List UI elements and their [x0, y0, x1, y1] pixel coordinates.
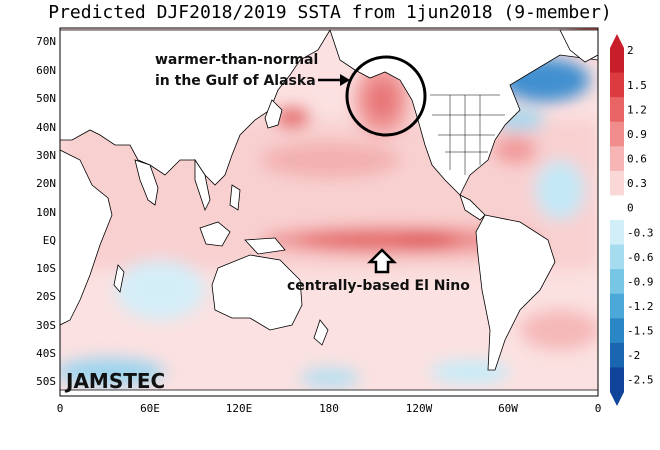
lat-label: 30N: [36, 149, 56, 162]
colorbar-swatch: [610, 293, 624, 319]
madagascar: [113, 264, 125, 293]
colorbar-swatch: [610, 146, 624, 172]
colorbar-swatch: [610, 342, 624, 368]
colorbar-top-arrow: [610, 34, 624, 48]
se-asia: [194, 158, 211, 212]
lat-label: 20S: [36, 290, 56, 303]
alaska-circle: [345, 55, 427, 137]
map-title: Predicted DJF2018/2019 SSTA from 1jun201…: [48, 2, 612, 23]
colorbar: 2 1.5 1.2 0.9 0.6 0.3 0 -0.3 -0.6 -0.9 -1.2 -1.5 -2 -…: [610, 34, 654, 406]
annotation-alaska: warmer-than-normal in the Gulf of Alaska: [155, 52, 427, 137]
lat-label: 50S: [36, 375, 56, 388]
lat-label: 70N: [36, 35, 56, 48]
colorbar-bottom-arrow: [610, 392, 624, 406]
alaska-arrow-head: [340, 74, 350, 86]
central-america: [459, 194, 486, 221]
colorbar-label: -0.6: [627, 251, 654, 264]
lat-label: 30S: [36, 319, 56, 332]
greenland: [559, 29, 598, 63]
lon-label: 120W: [406, 402, 433, 415]
longitude-axis: 0 60E 120E 180 120W 60W 0: [57, 402, 602, 415]
lon-label: 0: [595, 402, 602, 415]
colorbar-swatch: [610, 269, 624, 295]
australia: [211, 254, 303, 331]
antarctica: [60, 389, 598, 396]
map-field: [60, 28, 598, 396]
lat-label: 40N: [36, 121, 56, 134]
lat-label: 10N: [36, 206, 56, 219]
colorbar-label: -1.5: [627, 325, 654, 338]
lat-label: EQ: [43, 234, 56, 247]
india: [134, 159, 159, 206]
alaska-text-line2: in the Gulf of Alaska: [155, 73, 316, 89]
colorbar-label: 0.9: [627, 128, 647, 141]
colorbar-label: -1.2: [627, 300, 654, 313]
lon-label: 0: [57, 402, 64, 415]
colorbar-label: -0.9: [627, 275, 654, 288]
japan: [264, 99, 283, 129]
colorbar-swatch: [610, 318, 624, 344]
colorbar-label: 0.3: [627, 177, 647, 190]
lat-label: 40S: [36, 347, 56, 360]
el-nino-arrow: [366, 248, 398, 274]
colorbar-swatch: [610, 72, 624, 98]
colorbar-label: 0.6: [627, 153, 647, 166]
colorbar-swatch: [610, 97, 624, 123]
colorbar-swatch: [610, 367, 624, 393]
colorbar-label: -2: [627, 349, 640, 362]
land-masses: [60, 29, 598, 396]
map-frame: [59, 27, 599, 397]
africa: [60, 149, 113, 326]
colorbar-swatch: [610, 48, 624, 74]
colorbar-label: 1.5: [627, 79, 647, 92]
lon-label: 60W: [498, 402, 518, 415]
indonesia: [199, 221, 231, 247]
lat-label: 20N: [36, 177, 56, 190]
lat-label: 60N: [36, 64, 56, 77]
colorbar-swatch: [610, 121, 624, 147]
south-america: [475, 214, 556, 371]
colorbar-swatch: [610, 195, 624, 221]
new-zealand: [313, 319, 329, 346]
lon-label: 120E: [226, 402, 253, 415]
new-guinea: [244, 237, 286, 255]
us-state-lines: [430, 94, 505, 175]
colorbar-label: 1.2: [627, 103, 647, 116]
colorbar-label: 2: [627, 44, 634, 57]
latitude-axis: 70N 60N 50N 40N 30N 20N 10N EQ 10S 20S 3…: [36, 35, 56, 388]
lon-label: 60E: [140, 402, 160, 415]
lat-label: 10S: [36, 262, 56, 275]
el-nino-text: centrally-based El Nino: [287, 278, 470, 294]
colorbar-label: -2.5: [627, 374, 654, 387]
colorbar-swatch: [610, 244, 624, 270]
alaska-text-line1: warmer-than-normal: [155, 52, 318, 68]
colorbar-swatch: [610, 170, 624, 196]
colorbar-label: -0.3: [627, 226, 654, 239]
lat-label: 50N: [36, 92, 56, 105]
colorbar-label: 0: [627, 202, 634, 215]
colorbar-swatch: [610, 220, 624, 246]
lon-label: 180: [319, 402, 339, 415]
annotation-el-nino: centrally-based El Nino: [287, 248, 470, 294]
philippines: [229, 184, 241, 211]
jamstec-brand: JAMSTEC: [64, 369, 165, 393]
